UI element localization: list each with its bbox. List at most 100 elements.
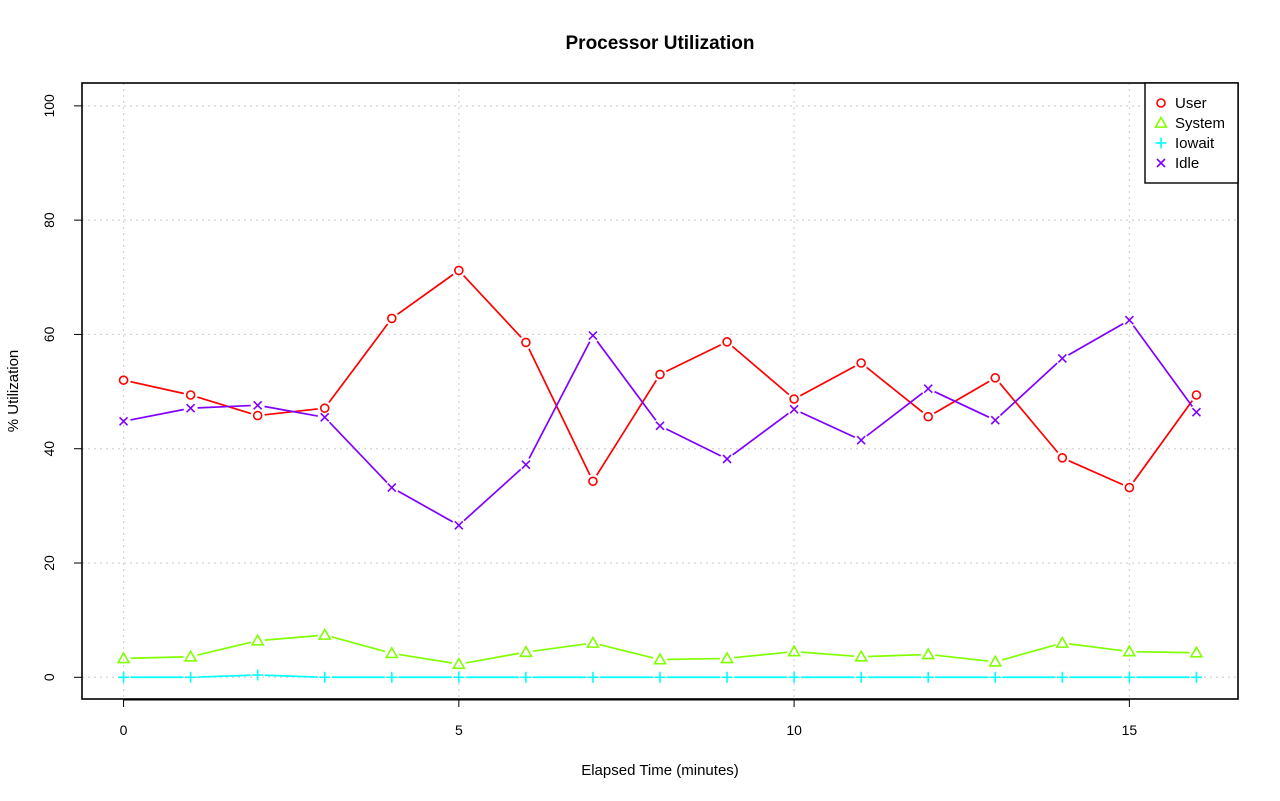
series-line-segment [934,390,990,418]
series-line-segment [1069,643,1123,652]
system-point [854,649,869,662]
y-axis-label: % Utilization [5,350,22,433]
series-line-segment [999,382,1059,454]
idle-point [186,403,196,413]
idle-point [1124,315,1134,325]
y-tick-label: 100 [41,94,57,118]
x-axis-label: Elapsed Time (minutes) [581,762,739,779]
iowait-point [989,671,1001,683]
system-point [116,651,131,664]
cross-b [1124,315,1134,325]
iowait-point [587,671,599,683]
plot-frame [81,82,1239,700]
user-point [1124,482,1135,493]
series-line-segment [733,651,788,659]
legend-item-iowait: Iowait [1155,135,1215,152]
legend-label: System [1175,115,1225,132]
legend-item-user: User [1156,95,1207,112]
idle-point [655,421,665,431]
series-line-segment [197,674,251,678]
idle-point [1191,407,1201,417]
iowait-point [1123,671,1135,683]
cross-b [253,400,263,410]
user-point [856,358,866,368]
series-idle [119,315,1201,530]
series-line-segment [1136,650,1190,654]
series-line-segment [264,634,318,641]
series-line-segment [528,348,591,476]
series-line-segment [801,651,855,658]
user-point [185,390,196,400]
idle-point [253,400,263,410]
series-line-segment [933,380,990,414]
grid [82,83,1238,699]
system-point [653,652,667,665]
system-point [183,649,198,662]
cross-b [1191,407,1201,417]
series-line-segment [1068,459,1124,486]
system-point [451,657,466,670]
system-point [787,644,801,657]
system-point [317,627,332,640]
series-line-segment [935,654,989,662]
series-line-segment [666,657,721,661]
legend-iowait-marker [1155,137,1167,149]
series-line-segment [462,274,522,338]
iowait-point [185,671,197,683]
series-line-segment [866,366,924,414]
cross-b [789,404,799,414]
cross-b [1057,353,1067,363]
user-point [655,369,665,380]
idle-point [119,416,129,426]
series-line-segment [1001,644,1056,661]
series-line-segment [197,641,252,656]
series-line-segment [130,408,184,421]
y-tick-label: 80 [41,212,57,228]
y-tick-label: 40 [41,441,57,457]
system-point [250,633,265,646]
iowait-point [922,671,934,683]
series-line-segment [596,340,657,421]
legend-label: Idle [1175,155,1199,172]
iowait-point [855,671,867,683]
series-line-segment [999,362,1058,417]
x-tick-label: 10 [786,722,802,738]
series-line-segment [866,392,924,437]
legend-idle-marker [1156,158,1166,168]
iowait-point [1190,671,1202,683]
series-line-segment [599,643,654,659]
idle-point [990,415,1000,425]
system-point [586,635,600,648]
cross-b [320,412,330,422]
user-point [319,403,330,413]
series-line-segment [731,345,790,396]
cross-b [186,403,196,413]
series-line-segment [595,379,657,476]
axes: 0 5 10 15 0 20 40 60 80 100 [41,94,1137,738]
series-line-segment [665,428,722,457]
series-line-segment [264,405,318,417]
user-point [990,373,1001,383]
user-point [1191,390,1202,400]
series-line-segment [465,652,520,664]
series-line-segment [397,490,454,523]
series-line-segment [130,380,184,395]
series-line-segment [264,674,318,678]
series-line-segment [1067,322,1124,356]
series-iowait [118,669,1202,683]
legend-label: User [1175,95,1207,112]
x-tick-label: 15 [1122,722,1138,738]
user-point [454,265,464,276]
idle-point [521,460,531,470]
system-point [519,645,533,658]
user-point [521,337,531,348]
series-line-segment [396,273,454,316]
idle-point [1057,353,1067,363]
system-point [384,646,399,659]
idle-point [856,435,866,445]
idle-point [454,520,464,530]
legend-label: Iowait [1175,135,1215,152]
series-line-segment [197,404,251,409]
user-point [722,337,732,347]
